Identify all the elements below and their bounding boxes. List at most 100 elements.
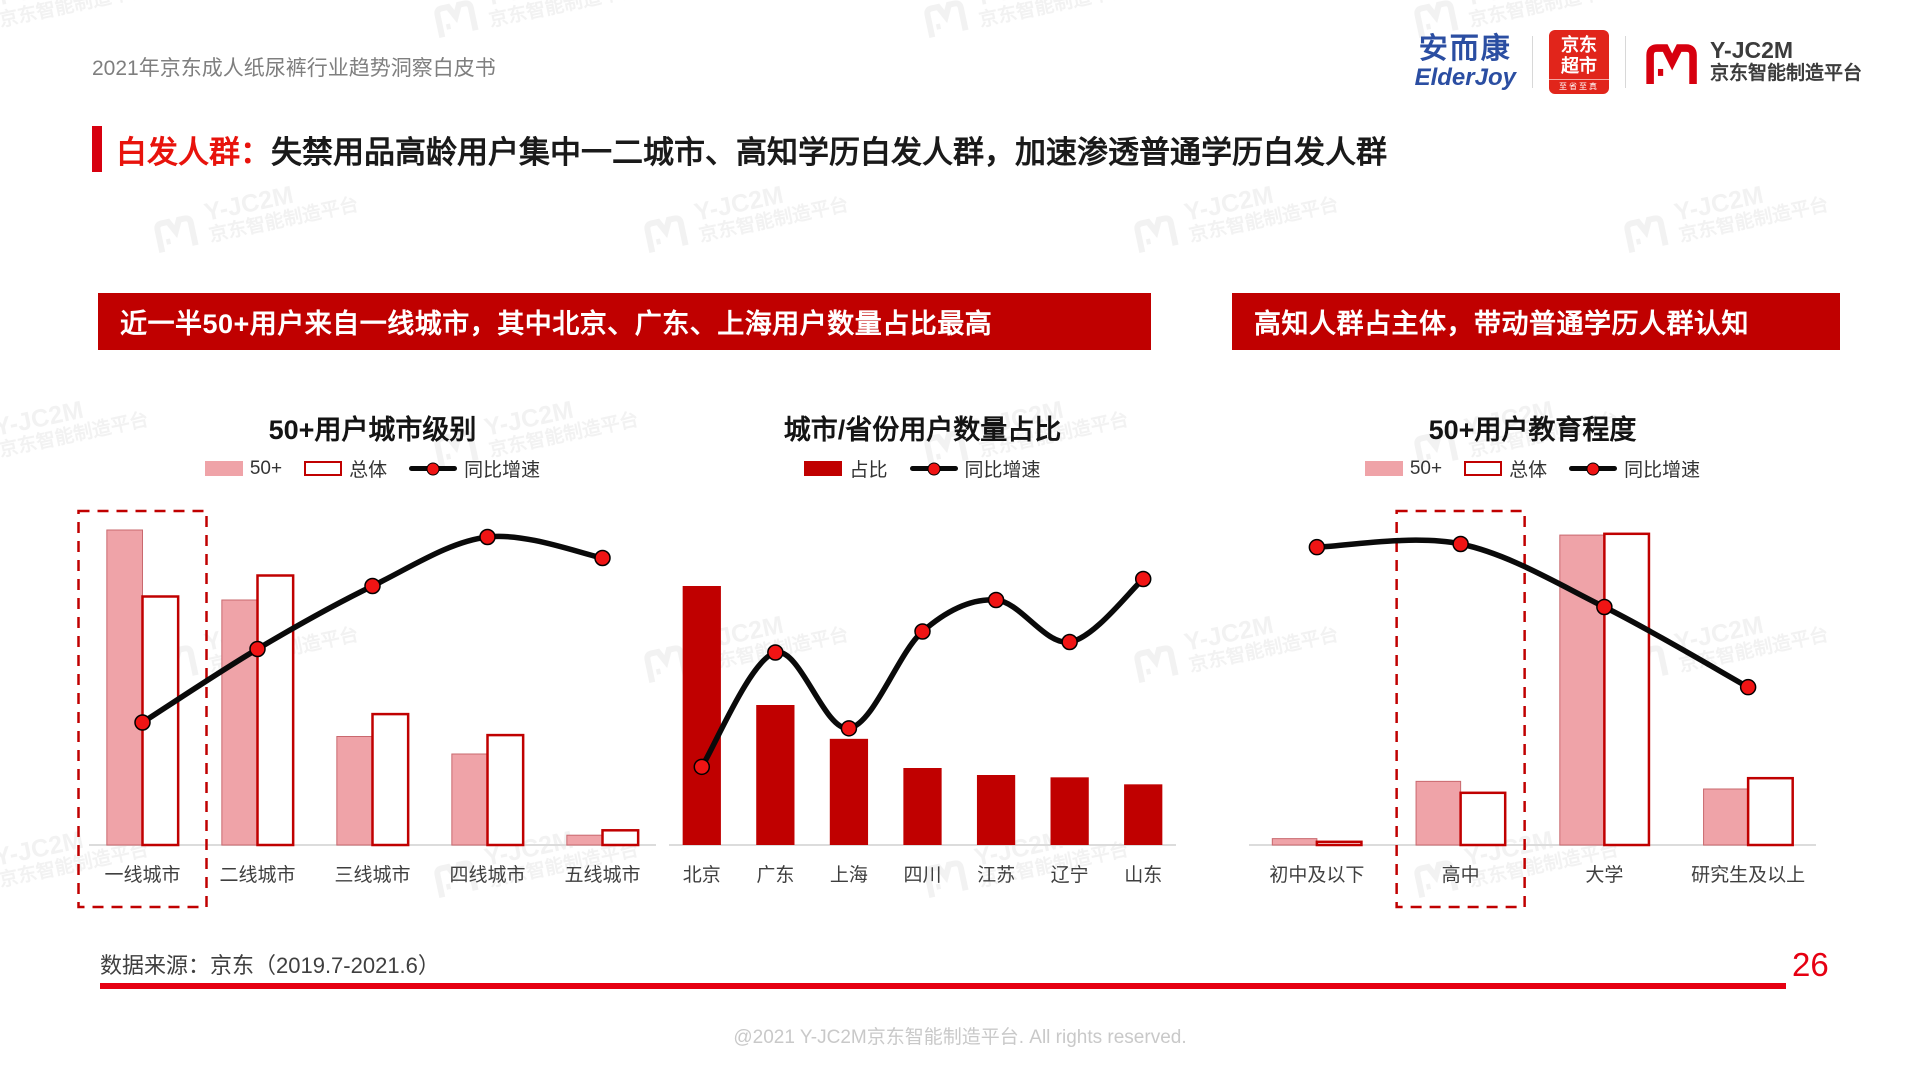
legend-item-fill: 50+ [204, 457, 283, 480]
watermark-line1: Y-JC2M [1671, 180, 1766, 227]
bar-fill [1703, 788, 1749, 846]
chart-legend: 50+ 总体 同比增速 [85, 452, 660, 485]
watermark-line2: 京东智能制造平台 [1677, 194, 1831, 247]
watermark-text: Y-JC2M京东智能制造平台 [1462, 0, 1621, 33]
legend-item-solid: 占比 [804, 455, 888, 482]
growth-marker [840, 720, 858, 737]
category-label: 四线城市 [449, 864, 525, 886]
watermark-text: Y-JC2M京东智能制造平台 [482, 0, 641, 33]
legend-label: 同比增速 [464, 460, 541, 481]
chart-title: 50+用户教育程度 [1428, 415, 1637, 445]
jd-supermarket-line2: 超市 [1560, 55, 1597, 76]
page-title: 白发人群： 失禁用品高龄用户集中一二城市、高知学历白发人群，加速渗透普通学历白发… [92, 126, 1387, 172]
bar-fill [1559, 534, 1605, 846]
growth-line [139, 533, 606, 726]
growth-marker [364, 577, 381, 595]
highlight-box [1395, 509, 1526, 909]
bar-solid [829, 738, 869, 845]
bar-solid [682, 586, 721, 845]
legend-swatch-fill [204, 461, 243, 476]
watermark-line2: 京东智能制造平台 [487, 0, 641, 32]
watermark-line1: Y-JC2M [691, 180, 786, 227]
watermark-line1: Y-JC2M [0, 0, 146, 12]
legend-item-line: 同比增速 [1569, 455, 1700, 482]
chart-title: 50+用户城市级别 [268, 415, 477, 445]
bottom-rule [100, 983, 1786, 989]
watermark-line2: 京东智能制造平台 [1187, 194, 1341, 247]
highlight-box [77, 509, 208, 909]
bar-fill [566, 834, 604, 846]
bar-outline [601, 829, 640, 847]
bar-fill [1271, 838, 1318, 846]
bar-solid [756, 705, 795, 845]
legend-item-line: 同比增速 [409, 455, 540, 482]
bar-fill [106, 529, 144, 846]
growth-marker [1308, 538, 1326, 556]
bar-outline [256, 574, 295, 847]
watermark-m-icon [637, 204, 692, 259]
yjc2m-m-icon [1642, 33, 1700, 91]
category-label: 研究生及以上 [1691, 864, 1805, 886]
category-label: 大学 [1585, 864, 1623, 886]
legend-swatch-fill [1364, 461, 1403, 476]
legend-label: 50+ [249, 457, 283, 479]
watermark-text: Y-JC2M京东智能制造平台 [0, 0, 151, 33]
watermark-line1: Y-JC2M [201, 180, 296, 227]
watermark-line1: Y-JC2M [1462, 0, 1616, 12]
growth-marker [479, 528, 496, 546]
watermark-line2: 京东智能制造平台 [0, 0, 151, 32]
watermark-line2: 京东智能制造平台 [1467, 0, 1621, 32]
watermark-line1: Y-JC2M [1181, 180, 1276, 227]
legend-swatch-outline [304, 461, 343, 476]
bar-outline [1603, 532, 1651, 847]
growth-marker [1596, 598, 1613, 616]
bar-outline [486, 733, 525, 847]
legend-item-fill: 50+ [1364, 457, 1443, 480]
yjc2m-text: Y-JC2M 京东智能制造平台 [1709, 36, 1862, 86]
headline-text: 失禁用品高龄用户集中一二城市、高知学历白发人群，加速渗透普通学历白发人群 [271, 134, 1387, 170]
legend-label: 同比增速 [964, 460, 1041, 481]
category-label: 辽宁 [1051, 864, 1089, 886]
watermark-m-icon [917, 0, 972, 44]
watermark-text: Y-JC2M京东智能制造平台 [972, 0, 1131, 33]
growth-marker [249, 640, 266, 658]
chart-plot: 初中及以下 高中 大学 研究生及以上 [1249, 509, 1816, 909]
growth-marker [134, 714, 151, 731]
legend-item-line: 同比增速 [909, 455, 1041, 482]
growth-marker [914, 623, 931, 640]
growth-marker [1134, 570, 1152, 588]
bar-outline [1746, 776, 1794, 847]
category-label: 山东 [1124, 864, 1162, 886]
legend-item-outline: 总体 [1464, 455, 1547, 482]
bar-solid [1124, 784, 1163, 845]
bar-outline [141, 595, 180, 847]
category-label: 一线城市 [104, 864, 180, 886]
bar-solid [1050, 777, 1089, 845]
chart-title: 城市/省份用户数量占比 [783, 415, 1062, 445]
chart-education-level: 50+用户教育程度 50+ 总体 同比增速 初中及以下 高中 大学 研究生及以上 [1245, 412, 1820, 915]
watermark-line2: 京东智能制造平台 [207, 194, 361, 247]
growth-marker [1452, 535, 1469, 553]
category-label: 上海 [830, 864, 868, 886]
bar-fill [221, 599, 259, 846]
legend-swatch-solid [804, 461, 843, 476]
category-label: 四川 [903, 865, 941, 886]
category-label: 北京 [683, 864, 721, 886]
legend-label: 50+ [1409, 457, 1443, 479]
category-label: 五线城市 [564, 864, 640, 886]
watermark-line1: Y-JC2M [482, 0, 636, 12]
legend-item-outline: 总体 [304, 455, 387, 482]
category-label: 高中 [1442, 864, 1480, 886]
watermark-m-icon [1127, 204, 1182, 259]
footer-copyright: @2021 Y-JC2M京东智能制造平台. All rights reserve… [733, 1027, 1187, 1048]
category-label: 广东 [756, 864, 794, 886]
growth-marker [594, 549, 611, 567]
yjc2m-name: Y-JC2M [1709, 36, 1794, 63]
category-label: 二线城市 [219, 864, 295, 886]
